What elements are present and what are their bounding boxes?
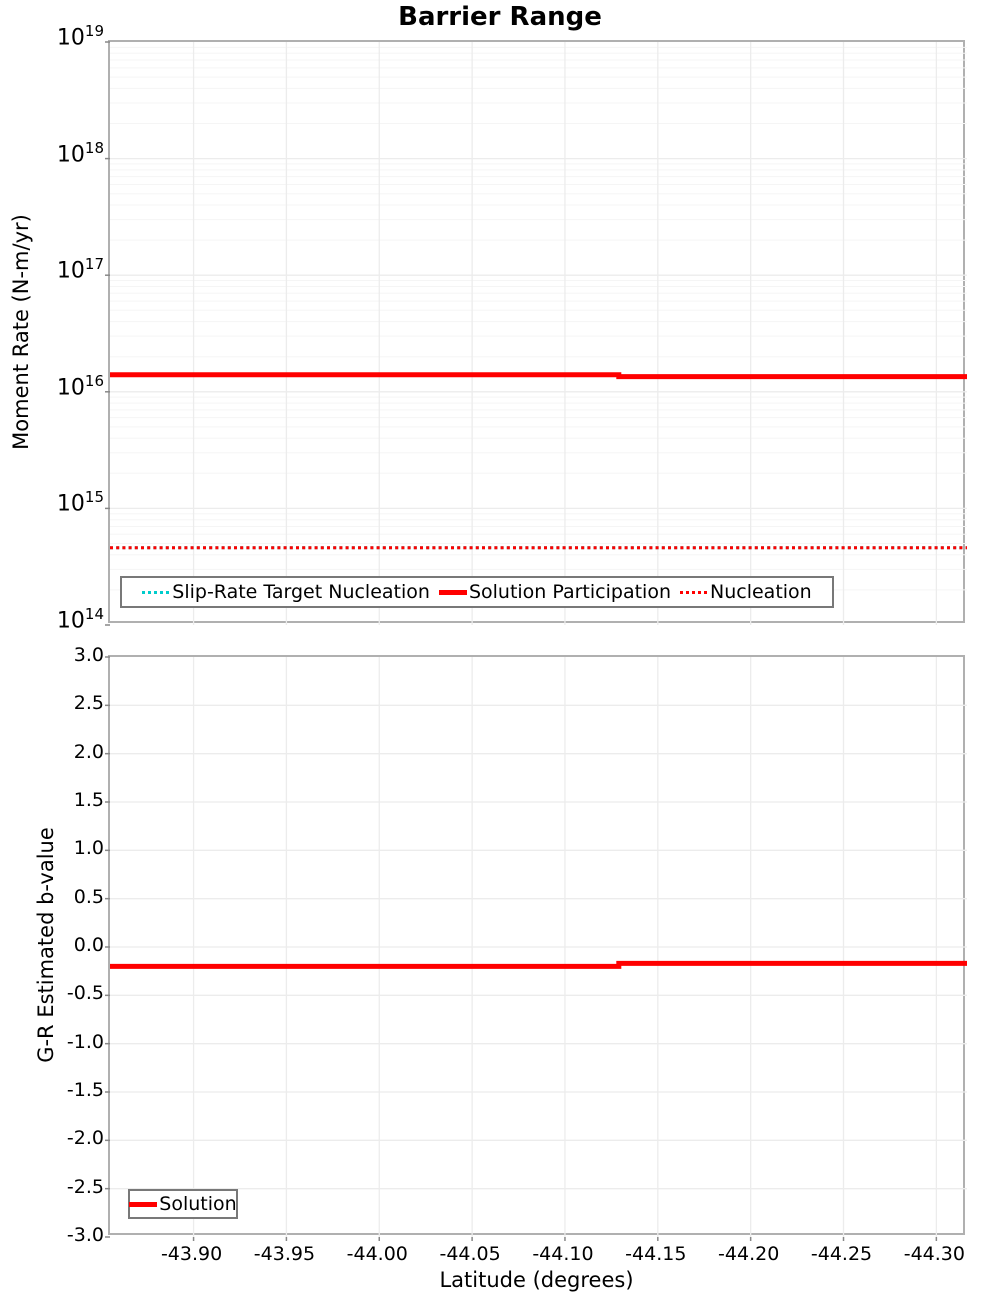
x-tick-label: -44.05 [439,1243,501,1265]
y-tick-label: 1018 [56,138,104,168]
legend-item: Solution [129,1193,237,1215]
x-tick-label: -44.20 [718,1243,780,1265]
x-tick-label: -44.30 [903,1243,965,1265]
y-tick-label: -0.5 [66,982,104,1005]
x-tick-label: -43.90 [160,1243,223,1265]
b-value-plot-area [105,655,967,1241]
solid-line-swatch-icon [438,589,467,595]
b-value-plot-canvas [105,656,967,1241]
legend-label: Nucleation [710,581,812,603]
legend-item: Nucleation [680,581,812,603]
solid-line-swatch-icon [129,1201,158,1207]
b-value-legend: Solution [128,1189,238,1219]
moment-rate-legend: Slip-Rate Target Nucleation Solution Part… [120,576,834,608]
y-tick-label: 3.0 [73,644,104,666]
y-tick-label: -1.0 [66,1030,104,1053]
y-tick-label: 1016 [56,371,104,401]
y-tick-label: 1.5 [73,789,104,811]
x-tick-label: -44.00 [346,1243,408,1265]
y-tick-label: 1015 [56,488,104,517]
legend-label: Solution [159,1193,237,1215]
y-tick-label: 1.0 [73,837,104,860]
y-tick-label: 0.0 [73,934,104,956]
legend-label: Solution Participation [468,581,671,603]
y-tick-label: -3.0 [66,1224,104,1246]
series-solution-participation [110,372,967,380]
x-tick-label: -44.10 [532,1243,594,1265]
y-axis-label-moment-rate: Moment Rate (N-m/yr) [9,214,33,450]
y-tick-label: -2.0 [66,1127,104,1150]
moment-rate-plot-canvas [105,41,967,626]
y-tick-label: 1017 [56,255,104,284]
dotted-line-swatch-icon [142,590,171,594]
moment-rate-plot-area [105,40,967,626]
x-axis-label: Latitude (degrees) [439,1268,634,1292]
y-tick-label: 2.0 [73,740,104,763]
y-tick-label: 1014 [56,605,104,634]
x-tick-label: -43.95 [253,1243,316,1265]
y-tick-label: 0.5 [73,885,104,908]
y-tick-label: 2.5 [73,692,104,715]
series-solution [110,960,967,969]
x-tick-label: -44.25 [810,1243,873,1265]
legend-item: Solution Participation [438,581,671,603]
y-tick-label: -1.5 [66,1079,104,1101]
chart-title: Barrier Range [398,2,602,32]
legend-item: Slip-Rate Target Nucleation [142,581,430,603]
dotted-line-swatch-icon [680,590,708,594]
y-tick-label: -2.5 [66,1175,104,1198]
legend-label: Slip-Rate Target Nucleation [172,581,430,603]
x-tick-label: -44.15 [625,1243,687,1265]
y-tick-label: 1019 [56,22,104,51]
